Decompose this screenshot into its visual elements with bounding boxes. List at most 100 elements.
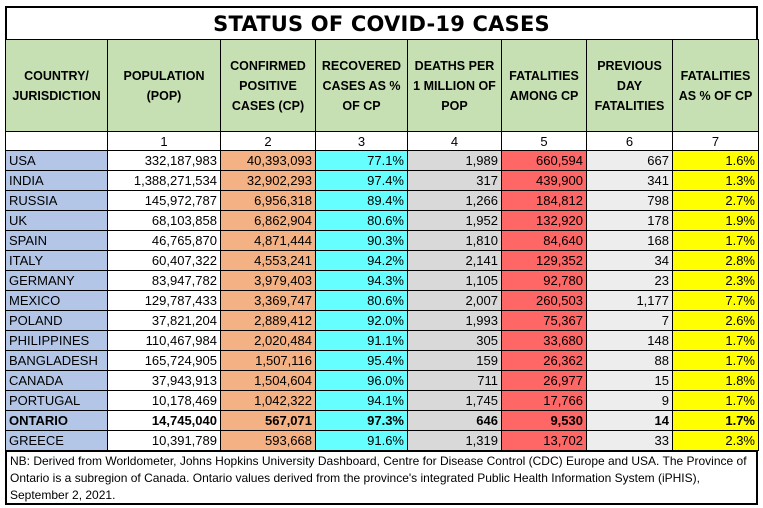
confirmed-cases-cell: 1,507,116 bbox=[220, 350, 316, 371]
column-header: DEATHS PER 1 MILLION OF POP bbox=[407, 39, 502, 132]
confirmed-cases-cell: 40,393,093 bbox=[220, 150, 316, 171]
recovered-pct-cell: 90.3% bbox=[315, 230, 408, 251]
fatalities-cell: 13,702 bbox=[501, 430, 587, 451]
column-number: 2 bbox=[220, 131, 316, 151]
population-cell: 83,947,782 bbox=[107, 270, 221, 291]
previous-day-fatalities-cell: 798 bbox=[586, 190, 673, 211]
table-row: UK 68,103,858 6,862,904 80.6% 1,952 132,920 17… bbox=[5, 210, 759, 231]
country-cell: POLAND bbox=[5, 310, 108, 331]
deaths-per-million-cell: 305 bbox=[407, 330, 502, 351]
fatality-pct-cell: 1.7% bbox=[672, 390, 759, 411]
recovered-pct-cell: 96.0% bbox=[315, 370, 408, 391]
confirmed-cases-cell: 32,902,293 bbox=[220, 170, 316, 191]
column-number: 1 bbox=[107, 131, 221, 151]
population-cell: 68,103,858 bbox=[107, 210, 221, 231]
deaths-per-million-cell: 1,266 bbox=[407, 190, 502, 211]
confirmed-cases-cell: 593,668 bbox=[220, 430, 316, 451]
table-row: RUSSIA 145,972,787 6,956,318 89.4% 1,266 184,… bbox=[5, 190, 759, 211]
table-row: USA 332,187,983 40,393,093 77.1% 1,989 660,59… bbox=[5, 150, 759, 171]
table-row: ITALY 60,407,322 4,553,241 94.2% 2,141 129,35… bbox=[5, 250, 759, 271]
column-header: FATALITIES AMONG CP bbox=[501, 39, 587, 132]
previous-day-fatalities-cell: 148 bbox=[586, 330, 673, 351]
recovered-pct-cell: 80.6% bbox=[315, 210, 408, 231]
recovered-pct-cell: 77.1% bbox=[315, 150, 408, 171]
country-cell: ONTARIO bbox=[5, 410, 108, 431]
previous-day-fatalities-cell: 23 bbox=[586, 270, 673, 291]
table-row: GREECE 10,391,789 593,668 91.6% 1,319 13,702 3… bbox=[5, 430, 759, 451]
recovered-pct-cell: 95.4% bbox=[315, 350, 408, 371]
previous-day-fatalities-cell: 178 bbox=[586, 210, 673, 231]
column-header: POPULATION (POP) bbox=[107, 39, 221, 132]
fatality-pct-cell: 7.7% bbox=[672, 290, 759, 311]
fatalities-cell: 17,766 bbox=[501, 390, 587, 411]
country-cell: BANGLADESH bbox=[5, 350, 108, 371]
fatality-pct-cell: 1.7% bbox=[672, 230, 759, 251]
confirmed-cases-cell: 4,871,444 bbox=[220, 230, 316, 251]
population-cell: 14,745,040 bbox=[107, 410, 221, 431]
fatality-pct-cell: 1.7% bbox=[672, 410, 759, 431]
deaths-per-million-cell: 646 bbox=[407, 410, 502, 431]
fatality-pct-cell: 2.3% bbox=[672, 430, 759, 451]
fatality-pct-cell: 2.3% bbox=[672, 270, 759, 291]
deaths-per-million-cell: 1,105 bbox=[407, 270, 502, 291]
previous-day-fatalities-cell: 15 bbox=[586, 370, 673, 391]
fatalities-cell: 439,900 bbox=[501, 170, 587, 191]
column-number-row: 1 2 3 4 5 6 7 bbox=[5, 131, 759, 151]
country-cell: GERMANY bbox=[5, 270, 108, 291]
country-cell: UK bbox=[5, 210, 108, 231]
recovered-pct-cell: 97.3% bbox=[315, 410, 408, 431]
fatalities-cell: 75,367 bbox=[501, 310, 587, 331]
confirmed-cases-cell: 567,071 bbox=[220, 410, 316, 431]
fatality-pct-cell: 1.7% bbox=[672, 330, 759, 351]
deaths-per-million-cell: 1,989 bbox=[407, 150, 502, 171]
fatalities-cell: 184,812 bbox=[501, 190, 587, 211]
table-row: INDIA 1,388,271,534 32,902,293 97.4% 317 439,… bbox=[5, 170, 759, 191]
previous-day-fatalities-cell: 341 bbox=[586, 170, 673, 191]
recovered-pct-cell: 94.1% bbox=[315, 390, 408, 411]
confirmed-cases-cell: 1,504,604 bbox=[220, 370, 316, 391]
confirmed-cases-cell: 6,956,318 bbox=[220, 190, 316, 211]
recovered-pct-cell: 92.0% bbox=[315, 310, 408, 331]
previous-day-fatalities-cell: 88 bbox=[586, 350, 673, 371]
deaths-per-million-cell: 1,810 bbox=[407, 230, 502, 251]
population-cell: 60,407,322 bbox=[107, 250, 221, 271]
column-header: COUNTRY/ JURISDICTION bbox=[5, 39, 108, 132]
deaths-per-million-cell: 159 bbox=[407, 350, 502, 371]
column-number: 5 bbox=[501, 131, 587, 151]
deaths-per-million-cell: 2,007 bbox=[407, 290, 502, 311]
country-cell: PHILIPPINES bbox=[5, 330, 108, 351]
fatality-pct-cell: 1.7% bbox=[672, 350, 759, 371]
deaths-per-million-cell: 1,319 bbox=[407, 430, 502, 451]
recovered-pct-cell: 94.3% bbox=[315, 270, 408, 291]
confirmed-cases-cell: 3,369,747 bbox=[220, 290, 316, 311]
population-cell: 46,765,870 bbox=[107, 230, 221, 251]
recovered-pct-cell: 91.1% bbox=[315, 330, 408, 351]
fatality-pct-cell: 1.6% bbox=[672, 150, 759, 171]
previous-day-fatalities-cell: 7 bbox=[586, 310, 673, 331]
table-row: CANADA 37,943,913 1,504,604 96.0% 711 26,977 1… bbox=[5, 370, 759, 391]
column-header: PREVIOUS DAY FATALITIES bbox=[586, 39, 673, 132]
population-cell: 37,943,913 bbox=[107, 370, 221, 391]
fatality-pct-cell: 1.9% bbox=[672, 210, 759, 231]
previous-day-fatalities-cell: 667 bbox=[586, 150, 673, 171]
deaths-per-million-cell: 711 bbox=[407, 370, 502, 391]
previous-day-fatalities-cell: 1,177 bbox=[586, 290, 673, 311]
table-row: PHILIPPINES 110,467,984 2,020,484 91.1% 305 3… bbox=[5, 330, 759, 351]
population-cell: 10,178,469 bbox=[107, 390, 221, 411]
recovered-pct-cell: 91.6% bbox=[315, 430, 408, 451]
confirmed-cases-cell: 1,042,322 bbox=[220, 390, 316, 411]
confirmed-cases-cell: 3,979,403 bbox=[220, 270, 316, 291]
country-cell: CANADA bbox=[5, 370, 108, 391]
deaths-per-million-cell: 1,745 bbox=[407, 390, 502, 411]
column-header: CONFIRMED POSITIVE CASES (CP) bbox=[220, 39, 316, 132]
population-cell: 110,467,984 bbox=[107, 330, 221, 351]
source-note: NB: Derived from Worldometer, Johns Hopk… bbox=[5, 451, 758, 505]
deaths-per-million-cell: 1,993 bbox=[407, 310, 502, 331]
fatalities-cell: 33,680 bbox=[501, 330, 587, 351]
column-number: 4 bbox=[407, 131, 502, 151]
population-cell: 145,972,787 bbox=[107, 190, 221, 211]
country-cell: MEXICO bbox=[5, 290, 108, 311]
fatalities-cell: 26,977 bbox=[501, 370, 587, 391]
fatalities-cell: 132,920 bbox=[501, 210, 587, 231]
column-number: 7 bbox=[672, 131, 759, 151]
